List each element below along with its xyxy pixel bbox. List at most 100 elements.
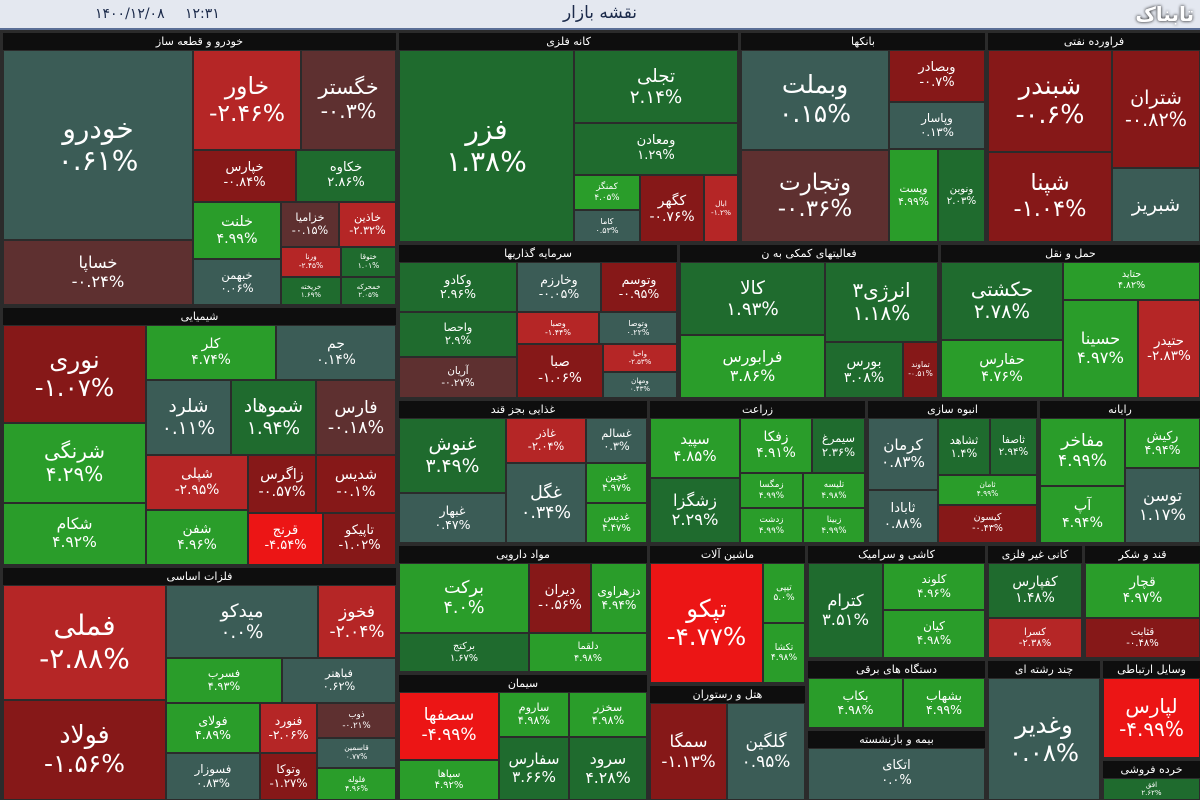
tile-change: -۱.۲% xyxy=(711,207,731,217)
tile-change: ۴.۸۵% xyxy=(673,447,717,465)
tile: سخزر ۴.۹۸% xyxy=(569,692,647,737)
tile-change: ۴.۹۸% xyxy=(573,652,603,664)
tile-name: سرود xyxy=(589,749,627,769)
sector-header: فعالیتهای کمکی به ن xyxy=(680,245,938,262)
tile-name: خریخته xyxy=(300,282,322,291)
tile-change: -۰.۱۸% xyxy=(327,417,385,438)
tile-name: غبهار xyxy=(439,502,466,518)
tile-change: -۲.۹۵% xyxy=(174,481,220,498)
tile-change: ۴.۹۷% xyxy=(1122,589,1163,606)
tile-change: -۰.۱۵% xyxy=(291,223,329,237)
tile-change: ۰.۳۴% xyxy=(520,503,572,523)
tile: ورنا -۲.۴۵% xyxy=(281,247,341,277)
tile-change: -۴.۷۷% xyxy=(666,622,747,651)
tile-name: خاذین xyxy=(353,210,382,224)
tile: خاذین -۲.۳۲% xyxy=(339,202,396,247)
tile-name: غسالم xyxy=(601,426,632,440)
tile-change: -۰.۳۶% xyxy=(777,196,853,222)
tile-name: واحصا xyxy=(443,320,473,334)
tile-change: ۴.۹۲% xyxy=(434,780,464,791)
sector-header: خودرو و قطعه ساز xyxy=(3,33,396,50)
tile: خمحرکه ۲.۰۵% xyxy=(341,277,396,305)
tile: فلوله ۴.۹۶% xyxy=(317,768,396,800)
tile-change: ۴.۲۸% xyxy=(585,767,631,787)
header-bar: ۱۴۰۰/۱۲/۰۸ ۱۲:۳۱ نقشه بازار xyxy=(0,0,1200,30)
tile-change: -۰.۲۴% xyxy=(71,271,125,291)
sector-header: کانی غیر فلزی xyxy=(988,546,1082,563)
tile: سمگا -۱.۱۳% xyxy=(650,703,727,800)
tile-change: ۳.۴۹% xyxy=(425,455,480,477)
tile-change: -۰.۳% xyxy=(320,99,377,123)
tile: توسن ۱.۱۷% xyxy=(1125,468,1200,543)
tile-name: مفاخر xyxy=(1061,431,1104,452)
tile-name: سصفها xyxy=(423,705,475,726)
tile-change: ۲.۳۶% xyxy=(821,444,856,459)
tile-change: -۴.۹۹% xyxy=(1119,717,1184,741)
tile-change: -۲.۰۶% xyxy=(268,727,309,742)
tile-name: غگل xyxy=(530,483,562,504)
tile-name: توسن xyxy=(1142,485,1182,505)
tile: دزهراوی ۴.۹۴% xyxy=(591,563,647,633)
tile: فسرب ۴.۹۳% xyxy=(166,658,282,703)
tile-change: ۴.۹۸% xyxy=(770,653,798,663)
tile-change: ۱.۳۸% xyxy=(446,145,527,178)
tile: میدکو ۰.۰% xyxy=(166,585,318,658)
tile: سپاها ۴.۹۲% xyxy=(399,760,499,800)
tile-name: خگستر xyxy=(318,75,379,100)
tile-change: ۴.۷۴% xyxy=(191,351,231,368)
tile: غچین ۴.۹۷% xyxy=(586,463,647,503)
tile-name: فرابورس xyxy=(722,347,783,367)
tile-change: ۴.۹۴% xyxy=(1061,514,1104,531)
tile: کترام ۳.۵۱% xyxy=(808,563,883,658)
tile: ونوین ۲.۰۳% xyxy=(938,149,985,242)
tile: قثابت -۰.۴۸% xyxy=(1085,618,1200,658)
tile-name: ابال xyxy=(715,199,727,209)
tile-name: کگهر xyxy=(657,192,687,209)
tile-change: ۰.۰۶% xyxy=(220,281,254,295)
tile-name: جم xyxy=(327,335,345,352)
sector-header: سرمایه گذاریها xyxy=(399,245,677,262)
tile-name: قاسمین xyxy=(344,743,369,753)
tile-change: ۱.۶۹% xyxy=(300,291,322,299)
tile-change: ۱.۴% xyxy=(950,446,978,460)
tile-name: وبملت xyxy=(781,70,849,100)
tile: جم ۰.۱۴% xyxy=(276,325,396,380)
tile-name: شبندر xyxy=(1018,70,1082,101)
tile-change: -۰.۷% xyxy=(919,75,955,90)
tile: بشهاب ۴.۹۹% xyxy=(903,678,985,728)
tile-change: ۰.۸۳% xyxy=(196,775,230,790)
tile-change: ۰.۱۵% xyxy=(779,99,851,128)
tile: خبهمن ۰.۰۶% xyxy=(193,259,281,305)
tile-name: فباهنر xyxy=(325,666,353,680)
tile: خگستر -۰.۳% xyxy=(301,50,396,150)
tile-name: خپارس xyxy=(225,160,264,176)
tile: وتجارت -۰.۳۶% xyxy=(741,150,889,242)
tile: قاسمین ۰.۷۷% xyxy=(317,738,396,768)
tile-name: خودرو xyxy=(62,111,134,145)
tile-change: ۳.۰۸% xyxy=(843,370,885,386)
tile: زبینا ۴.۹۹% xyxy=(803,508,865,543)
tile-name: شبریز xyxy=(1131,193,1181,216)
tile-name: فنورد xyxy=(274,712,303,728)
tile-name: خزامیا xyxy=(295,210,325,224)
sector-header: فلزات اساسی xyxy=(3,568,396,585)
tile: غنوش ۳.۴۹% xyxy=(399,418,506,493)
tile-change: ۴.۸۹% xyxy=(195,727,231,742)
tile-change: ۴.۰۵% xyxy=(594,192,620,203)
tile-name: سخزر xyxy=(593,700,623,714)
tile: فرابورس ۳.۸۶% xyxy=(680,335,825,398)
tile: غگل ۰.۳۴% xyxy=(506,463,586,543)
tile-change: ۴.۹۶% xyxy=(344,784,369,793)
tile-name: صبا xyxy=(550,354,570,371)
tile-change: -۰.۹۵% xyxy=(618,286,660,301)
tile-name: شموهاد xyxy=(243,396,304,418)
tile: سصفها -۴.۹۹% xyxy=(399,692,499,760)
tile: ختوقا ۱.۰۱% xyxy=(341,247,396,277)
tile: خاور -۲.۴۶% xyxy=(193,50,301,150)
tile-change: -۲.۰۴% xyxy=(527,439,565,453)
tile: آریان -۰.۲۷% xyxy=(399,357,517,398)
tile: وپست ۴.۹۹% xyxy=(889,149,938,242)
tile-name: فسرب xyxy=(207,666,241,680)
tile: کگهر -۰.۷۶% xyxy=(640,175,704,242)
tile-change: -۱.۰۷% xyxy=(34,373,115,402)
